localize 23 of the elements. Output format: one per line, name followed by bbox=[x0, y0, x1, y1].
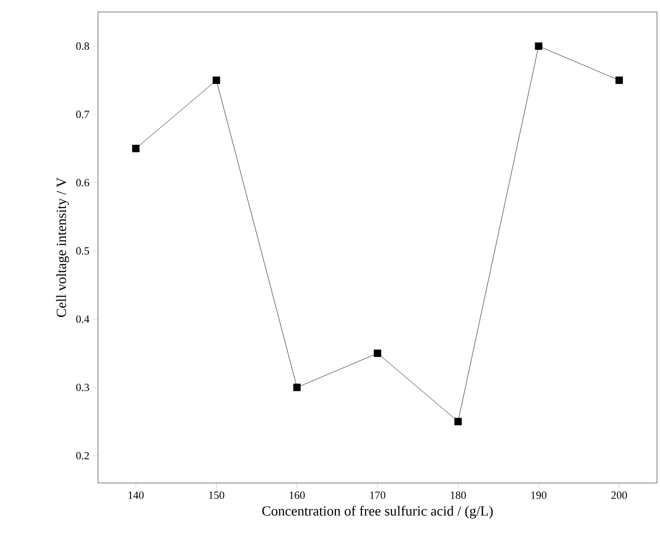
point bbox=[374, 350, 382, 357]
point bbox=[615, 76, 623, 84]
x-axis-title: Concentration of free sulfuric acid / (g/L) bbox=[262, 506, 493, 519]
point bbox=[454, 418, 462, 426]
x-tick-label: 200 bbox=[611, 492, 627, 499]
x-tick-label: 160 bbox=[290, 492, 305, 499]
y-tick-label: 0.6 bbox=[76, 178, 90, 186]
y-tick-label: 0.7 bbox=[76, 110, 90, 118]
y-axis-title: Cell voltage intensity / V bbox=[56, 178, 69, 318]
point bbox=[212, 76, 220, 84]
y-tick-label: 0.2 bbox=[76, 452, 89, 460]
point bbox=[534, 42, 542, 50]
y-tick-label: 0.5 bbox=[76, 247, 90, 255]
x-tick-label: 140 bbox=[128, 492, 144, 499]
y-tick-label: 0.4 bbox=[76, 315, 90, 323]
y-tick-label: 0.3 bbox=[76, 384, 90, 392]
y-tick-label: 0.8 bbox=[76, 42, 90, 50]
x-tick-label: 190 bbox=[531, 492, 546, 499]
x-tick-label: 150 bbox=[209, 492, 224, 499]
point bbox=[293, 384, 301, 392]
x-tick-label: 180 bbox=[450, 492, 466, 499]
x-tick-label: 170 bbox=[370, 492, 386, 499]
point bbox=[132, 144, 140, 152]
